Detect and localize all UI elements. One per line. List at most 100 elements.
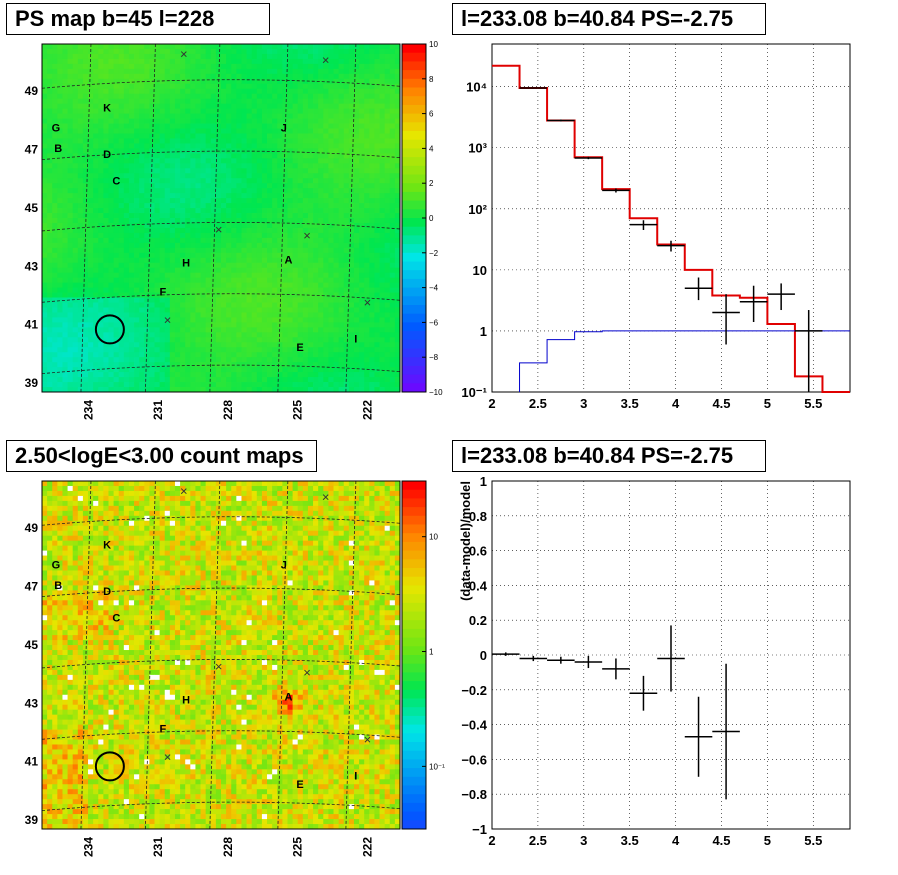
heatmap-cell: [215, 322, 222, 328]
heatmap-cell: [57, 272, 63, 279]
heatmap-cell: [221, 188, 227, 194]
heatmap-cell: [272, 183, 278, 189]
heatmap-cell: [149, 98, 155, 105]
heatmap-cell: [241, 332, 247, 338]
heatmap-cell: [318, 257, 324, 264]
heatmap-cell: [318, 123, 324, 129]
heatmap-cell: [210, 307, 217, 313]
heatmap-cell: [200, 267, 207, 274]
heatmap-cell: [42, 342, 48, 348]
heatmap-cell: [108, 342, 114, 348]
heatmap-cell: [359, 68, 365, 75]
heatmap-cell: [72, 178, 79, 184]
heatmap-cell: [338, 213, 345, 219]
heatmap-cell: [251, 272, 258, 279]
heatmap-cell: [200, 93, 207, 100]
heatmap-cell: [302, 163, 309, 169]
heatmap-cell: [215, 237, 222, 244]
heatmap-cell: [200, 68, 207, 75]
heatmap-cell: [272, 287, 278, 293]
heatmap-cell: [226, 213, 232, 219]
heatmap-cell: [282, 372, 288, 378]
heatmap-cell: [261, 307, 268, 313]
heatmap-cell: [226, 272, 232, 279]
heatmap-cell: [47, 198, 53, 204]
heatmap-cell: [231, 287, 237, 293]
heatmap-cell: [226, 302, 232, 308]
heatmap-cell: [389, 63, 396, 70]
heatmap-cell: [292, 183, 299, 189]
heatmap-cell: [113, 387, 120, 393]
heatmap-cell: [52, 362, 58, 368]
heatmap-cell: [328, 128, 334, 134]
heatmap-cell: [348, 68, 355, 75]
heatmap-cell: [82, 128, 89, 134]
heatmap-cell: [164, 123, 171, 129]
heatmap-cell: [267, 232, 273, 239]
heatmap-cell: [134, 93, 140, 100]
heatmap-cell: [42, 322, 48, 328]
heatmap-cell: [52, 48, 58, 55]
heatmap-cell: [374, 287, 380, 293]
heatmap-cell: [348, 272, 355, 279]
heatmap-cell: [154, 247, 161, 254]
heatmap-cell: [333, 193, 340, 199]
heatmap-cell: [251, 257, 258, 264]
heatmap-cell: [353, 272, 360, 279]
heatmap-cell: [113, 237, 120, 244]
heatmap-cell: [215, 123, 222, 129]
heatmap-cell: [251, 277, 258, 284]
heatmap-cell: [236, 337, 242, 343]
heatmap-cell: [159, 143, 166, 149]
heatmap-cell: [128, 138, 135, 144]
heatmap-cell: [200, 118, 207, 124]
heatmap-cell: [195, 357, 201, 363]
heatmap-cell: [47, 68, 53, 75]
heatmap-cell: [323, 128, 329, 134]
heatmap-cell: [394, 193, 401, 199]
heatmap-cell: [118, 148, 125, 154]
heatmap-cell: [154, 297, 161, 303]
heatmap-cell: [226, 63, 232, 70]
heatmap-cell: [272, 83, 278, 90]
heatmap-cell: [384, 133, 391, 139]
heatmap-cell: [77, 53, 84, 60]
heatmap-cell: [353, 153, 360, 159]
heatmap-cell: [154, 98, 161, 105]
heatmap-cell: [292, 103, 299, 110]
heatmap-cell: [174, 113, 181, 119]
heatmap-cell: [359, 287, 365, 293]
heatmap-cell: [108, 372, 114, 378]
colorbar-segment: [402, 200, 426, 210]
heatmap-cell: [134, 148, 140, 154]
heatmap-cell: [174, 277, 181, 284]
heatmap-cell: [62, 362, 68, 368]
heatmap-cell: [93, 367, 99, 373]
heatmap-cell: [93, 342, 99, 348]
heatmap-cell: [93, 237, 99, 244]
heatmap-cell: [169, 198, 176, 204]
heatmap-cell: [333, 332, 340, 338]
heatmap-cell: [57, 352, 63, 358]
heatmap-cell: [231, 44, 237, 50]
heatmap-cell: [185, 78, 191, 85]
heatmap-cell: [323, 357, 329, 363]
heatmap-cell: [164, 362, 171, 368]
heatmap-cell: [154, 108, 161, 114]
heatmap-cell: [77, 48, 84, 55]
heatmap-cell: [149, 138, 155, 144]
heatmap-cell: [307, 257, 314, 264]
heatmap-cell: [297, 168, 304, 174]
heatmap-cell: [231, 387, 237, 393]
heatmap-cell: [384, 232, 391, 239]
heatmap-cell: [174, 68, 181, 75]
heatmap-cell: [221, 158, 227, 164]
heatmap-cell: [195, 178, 201, 184]
heatmap-cell: [128, 213, 135, 219]
heatmap-cell: [77, 218, 84, 224]
heatmap-cell: [88, 83, 94, 90]
heatmap-cell: [205, 252, 212, 259]
heatmap-cell: [88, 272, 94, 279]
heatmap-cell: [221, 302, 227, 308]
heatmap-cell: [154, 277, 161, 284]
